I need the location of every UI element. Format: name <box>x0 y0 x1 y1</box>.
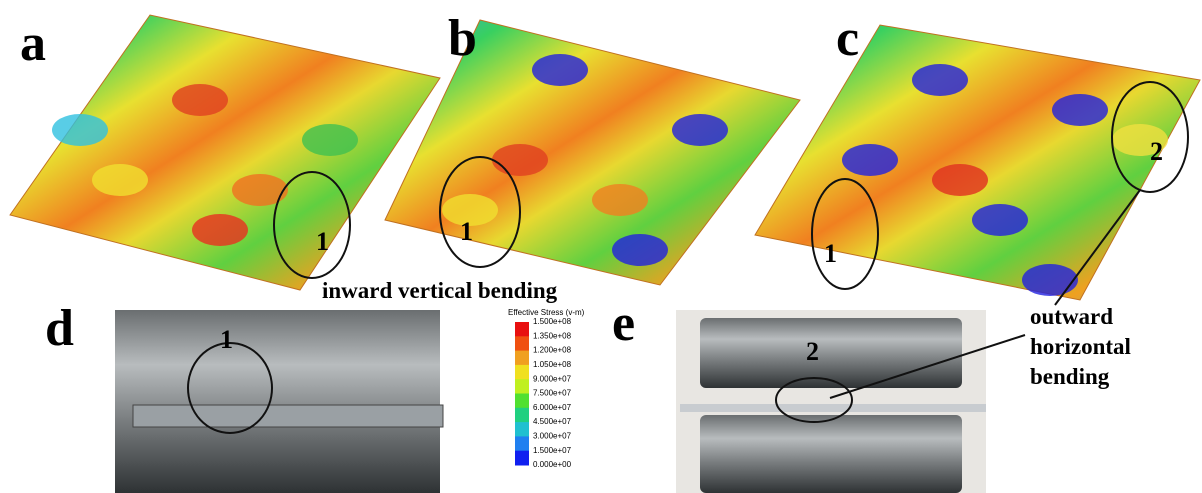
platen <box>700 318 962 388</box>
stress-region <box>532 54 588 86</box>
colorbar-segment <box>515 322 529 337</box>
annotation: inward vertical bending <box>322 278 558 303</box>
colorbar-tick-label: 1.050e+08 <box>533 360 572 369</box>
colorbar-tick-label: 1.350e+08 <box>533 331 572 340</box>
stress-region <box>592 184 648 216</box>
specimen <box>680 404 986 412</box>
colorbar-segment <box>515 351 529 366</box>
colorbar-segment <box>515 336 529 351</box>
colorbar-tick-label: 4.500e+07 <box>533 417 572 426</box>
stress-region <box>172 84 228 116</box>
platen <box>700 415 962 493</box>
photo <box>115 310 440 493</box>
marker-label: 1 <box>220 325 233 354</box>
annotation: bending <box>1030 364 1110 389</box>
stress-region <box>302 124 358 156</box>
colorbar-segment <box>515 422 529 437</box>
stress-region <box>192 214 248 246</box>
colorbar-segment <box>515 394 529 409</box>
colorbar: 1.500e+08 1.350e+08 1.200e+08 1.050e+08 9.00… <box>515 317 572 469</box>
colorbar-tick-label: 1.500e+08 <box>533 317 572 326</box>
stress-region <box>842 144 898 176</box>
colorbar-title: Effective Stress (v-m) <box>508 308 585 317</box>
panel-label: a <box>20 15 46 72</box>
figure: a b c d e 1 1 1 1 2 2 inward vertical be… <box>0 0 1202 493</box>
simulation-image <box>10 15 440 290</box>
colorbar-tick-label: 9.000e+07 <box>533 374 572 383</box>
colorbar-segment <box>515 436 529 451</box>
colorbar-tick-label: 0.000e+00 <box>533 460 572 469</box>
colorbar-tick-label: 7.500e+07 <box>533 389 572 398</box>
stress-region <box>932 164 988 196</box>
panel-label: b <box>448 10 477 67</box>
marker-label: 1 <box>316 227 329 256</box>
stress-region <box>232 174 288 206</box>
marker-label: 1 <box>824 239 837 268</box>
colorbar-tick-label: 3.000e+07 <box>533 432 572 441</box>
stress-region <box>612 234 668 266</box>
marker-label: 1 <box>460 217 473 246</box>
colorbar-tick-label: 1.200e+08 <box>533 346 572 355</box>
colorbar-segment <box>515 451 529 466</box>
stress-region <box>92 164 148 196</box>
annotation: horizontal <box>1030 334 1131 359</box>
colorbar-segment <box>515 365 529 380</box>
colorbar-tick-label: 1.500e+07 <box>533 446 572 455</box>
artwork <box>10 15 1200 493</box>
colorbar-tick-label: 6.000e+07 <box>533 403 572 412</box>
marker-label: 2 <box>806 337 819 366</box>
panel-label: e <box>612 295 635 352</box>
stress-region <box>972 204 1028 236</box>
stress-region <box>672 114 728 146</box>
stress-region <box>912 64 968 96</box>
stress-region <box>492 144 548 176</box>
annotation: outward <box>1030 304 1113 329</box>
stress-region <box>1022 264 1078 296</box>
panel-label: c <box>836 10 859 67</box>
simulation-image <box>755 25 1200 300</box>
colorbar-segment <box>515 379 529 394</box>
panel-label: d <box>45 300 74 357</box>
stress-region <box>52 114 108 146</box>
marker-label: 2 <box>1150 137 1163 166</box>
stress-region <box>1052 94 1108 126</box>
specimen <box>133 405 443 427</box>
colorbar-segment <box>515 408 529 423</box>
